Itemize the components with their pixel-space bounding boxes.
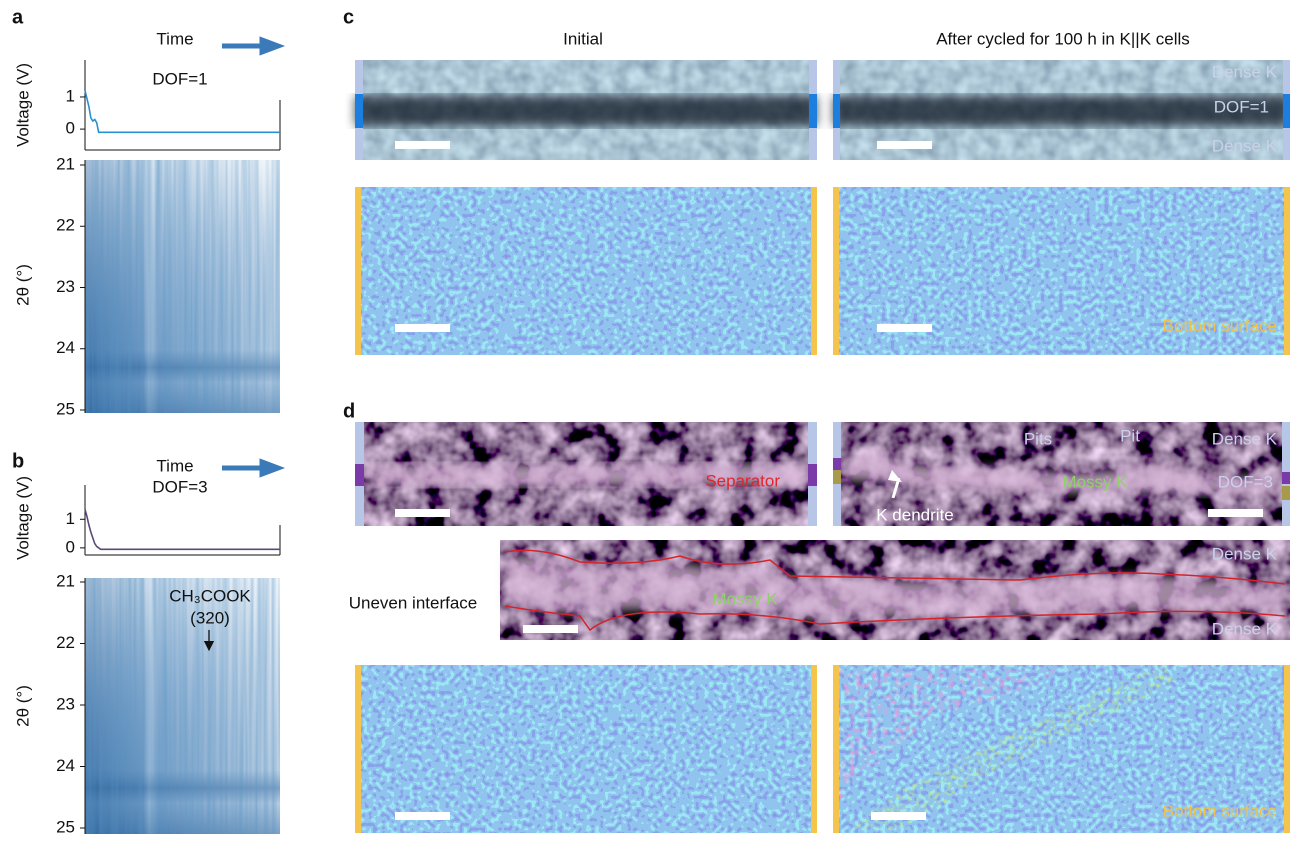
layer-label: Dense K: [1212, 544, 1278, 563]
side-bar: [808, 464, 817, 486]
annotation: DOF=1: [152, 69, 207, 88]
voltage-line: [85, 91, 280, 133]
em-texture: [355, 665, 817, 833]
surface-label: Bottom surface: [1163, 316, 1277, 335]
side-bar: [355, 464, 364, 486]
y-axis-label: 2θ (°): [13, 685, 32, 727]
y-tick-label: 25: [56, 817, 75, 836]
y-tick-label: 23: [56, 277, 75, 296]
dendrite-label: K dendrite: [876, 505, 954, 524]
pits-label: Pits: [1024, 429, 1052, 448]
side-bar: [809, 94, 817, 128]
ct-image: [355, 60, 817, 160]
mossy-label: Mossy K: [1062, 472, 1128, 491]
side-bar: [833, 470, 841, 484]
y-tick-label: 22: [56, 216, 75, 235]
em-image: Bottom surface: [833, 187, 1290, 355]
xrd-map: [85, 160, 280, 413]
scale-bar: [395, 509, 450, 517]
y-tick-label: 24: [56, 338, 75, 357]
y-tick-label: 0: [66, 537, 75, 556]
map-noise: [85, 160, 280, 413]
layer-label: DOF=3: [1218, 472, 1273, 491]
side-bar: [355, 665, 361, 833]
scale-bar: [395, 141, 450, 149]
page: {"panel_labels": ["a", "b", "c", "d"], "…: [0, 0, 1290, 844]
layer-label: Dense K: [1212, 136, 1278, 155]
sem-image: K dendrite Pits Pit Dense K Mossy K DOF=…: [833, 422, 1290, 526]
scale-bar: [871, 812, 926, 820]
side-bar: [355, 94, 363, 128]
panel-label: a: [12, 6, 24, 28]
interface-label: Uneven interface: [349, 593, 478, 612]
y-axis-label: 2θ (°): [13, 264, 32, 306]
side-bar: [833, 94, 840, 128]
side-bar: [355, 187, 361, 355]
y-tick-label: 23: [56, 694, 75, 713]
sem-image: Dense K Mossy K Dense K: [500, 540, 1290, 640]
side-bar: [811, 187, 817, 355]
y-tick-label: 1: [66, 86, 75, 105]
side-bar: [1284, 665, 1290, 833]
y-tick-label: 21: [56, 154, 75, 173]
layer-label: DOF=1: [1214, 97, 1269, 116]
peak-label: (320): [190, 608, 230, 627]
column-title: After cycled for 100 h in K||K cells: [936, 29, 1190, 48]
panel-label: d: [343, 400, 355, 422]
panel-label: b: [12, 450, 24, 472]
peak-label: CH₃COOK: [169, 586, 251, 605]
side-bar: [833, 187, 839, 355]
em-image: [355, 665, 817, 833]
y-tick-label: 25: [56, 399, 75, 418]
body: a b c d Time DOF=1 Time DOF=3 Voltage (V…: [0, 0, 1290, 844]
em-image: [355, 187, 817, 355]
scale-bar: [395, 812, 450, 820]
pit-label: Pit: [1120, 426, 1140, 445]
annotation: DOF=3: [152, 477, 207, 496]
y-axis-label: Voltage (V): [13, 476, 32, 560]
sem-image: Separator: [355, 422, 817, 526]
time-label: Time: [156, 29, 193, 48]
figure: a b c d Time DOF=1 Time DOF=3 Voltage (V…: [0, 0, 1290, 839]
y-tick-label: 22: [56, 633, 75, 652]
separator-label: Separator: [705, 471, 780, 490]
scale-bar: [1208, 509, 1263, 517]
side-bar: [1283, 94, 1290, 128]
side-bar: [833, 458, 841, 470]
y-tick-label: 1: [66, 509, 75, 528]
scale-bar: [395, 324, 450, 332]
voltage-line: [85, 509, 280, 549]
scale-bar: [523, 625, 578, 633]
scale-bar: [877, 324, 932, 332]
y-axis-label: Voltage (V): [13, 63, 32, 147]
ct-image: Dense K DOF=1 Dense K: [833, 60, 1290, 160]
side-bar: [1284, 187, 1290, 355]
time-arrow: [222, 40, 278, 52]
side-bar: [833, 665, 839, 833]
layer-label: Dense K: [1212, 429, 1278, 448]
layer-label: Dense K: [1212, 62, 1278, 81]
em-image: Bottom surface: [833, 665, 1290, 833]
mossy-label: Mossy K: [712, 589, 778, 608]
column-title: Initial: [563, 29, 603, 48]
xrd-map: [85, 578, 280, 834]
side-bar: [811, 665, 817, 833]
time-arrow: [222, 462, 278, 474]
map-noise: [85, 578, 280, 834]
side-bar: [1282, 486, 1290, 500]
scale-bar: [877, 141, 932, 149]
side-bar: [1282, 472, 1290, 484]
y-tick-label: 0: [66, 119, 75, 138]
layer-label: Dense K: [1212, 619, 1278, 638]
y-tick-label: 24: [56, 756, 75, 775]
y-tick-label: 21: [56, 571, 75, 590]
dof-band: [355, 96, 817, 126]
panel-label: c: [343, 6, 354, 28]
time-label: Time: [156, 456, 193, 475]
surface-label: Bottom surface: [1163, 801, 1277, 820]
